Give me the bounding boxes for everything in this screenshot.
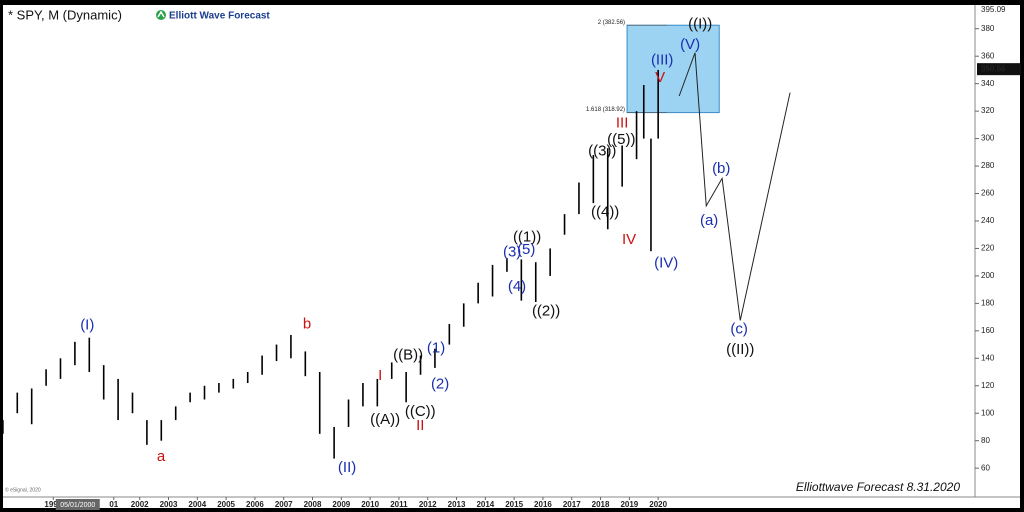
wave-label: ((C)) — [405, 403, 436, 420]
cursor-date-label: 05/01/2000 — [60, 502, 95, 509]
y-tick-label: 340 — [981, 79, 995, 88]
wave-label: a — [157, 448, 166, 465]
x-tick-label: 2019 — [620, 500, 638, 509]
wave-label: (a) — [700, 212, 718, 229]
wave-label: II — [416, 417, 424, 434]
x-tick-label: 2006 — [246, 500, 264, 509]
y-tick-label: 180 — [981, 298, 995, 307]
wave-label: ((1)) — [513, 228, 541, 245]
x-tick-label: 2008 — [304, 500, 322, 509]
cursor-date-tag — [55, 499, 100, 510]
wave-label: (3) — [503, 244, 521, 261]
y-tick-label: 320 — [981, 106, 995, 115]
x-tick-label: 2016 — [534, 500, 552, 509]
wave-label: (4) — [508, 278, 526, 295]
wave-label: V — [655, 69, 665, 86]
x-tick-label: 2002 — [131, 500, 149, 509]
wave-label: (5) — [517, 241, 535, 258]
y-tick-label: 60 — [981, 463, 990, 472]
wave-label: ((5)) — [607, 131, 635, 148]
wave-label: (IV) — [654, 255, 678, 272]
wave-label: ((2)) — [532, 303, 560, 320]
wave-label: (1) — [427, 340, 445, 357]
wave-label: (V) — [680, 36, 700, 53]
y-tick-label: 380 — [981, 24, 995, 33]
x-tick-label: 2010 — [361, 500, 379, 509]
wave-label: ((B)) — [393, 347, 423, 364]
wave-label: IV — [622, 231, 636, 248]
watermark: Elliottwave Forecast 8.31.2020 — [796, 480, 960, 494]
wave-label: ((3)) — [588, 143, 616, 160]
x-tick-label: 2012 — [419, 500, 437, 509]
wave-label: (I) — [80, 316, 94, 333]
y-tick-label: 280 — [981, 161, 995, 170]
last-price-label: 350.56 — [981, 64, 1006, 73]
y-tick-label: 120 — [981, 381, 995, 390]
y-tick-label: 260 — [981, 189, 995, 198]
wave-label: b — [303, 315, 311, 332]
x-tick-label: 2014 — [476, 500, 494, 509]
x-tick-label: 1999 — [44, 500, 62, 509]
x-tick-label: 2011 — [390, 500, 408, 509]
fib-level-label: 1.618 (318.92) — [586, 107, 625, 113]
x-tick-label: 2005 — [217, 500, 235, 509]
logo-text: Elliott Wave Forecast — [169, 11, 270, 22]
wave-label: ((A)) — [370, 411, 400, 428]
wave-label: I — [378, 367, 382, 384]
wave-label: (c) — [730, 320, 748, 337]
wave-label: (II) — [338, 459, 356, 476]
wave-label: III — [616, 114, 629, 131]
x-tick-label: 2018 — [592, 500, 610, 509]
x-tick-label: 2004 — [188, 500, 206, 509]
y-tick-label: 80 — [981, 436, 990, 445]
fib-level-label: 2 (382.56) — [598, 20, 625, 26]
wave-label: ((4)) — [591, 204, 619, 221]
wave-label: (b) — [712, 160, 730, 177]
y-tick-label: 240 — [981, 216, 995, 225]
x-tick-label: 2015 — [505, 500, 523, 509]
plot-background — [3, 5, 1020, 508]
x-tick-label: 01 — [109, 500, 118, 509]
y-max-label: 395.09 — [981, 5, 1006, 14]
y-tick-label: 300 — [981, 134, 995, 143]
y-tick-label: 100 — [981, 408, 995, 417]
last-price-tag — [977, 63, 1021, 76]
x-tick-label: 2007 — [275, 500, 293, 509]
y-tick-label: 360 — [981, 51, 995, 60]
y-tick-label: 140 — [981, 353, 995, 362]
y-tick-label: 200 — [981, 271, 995, 280]
logo-icon-mark — [157, 10, 165, 18]
y-tick-label: 220 — [981, 244, 995, 253]
x-tick-label: 2003 — [160, 500, 178, 509]
wave-label: ((II)) — [726, 341, 754, 358]
x-tick-label: 2013 — [448, 500, 466, 509]
projection-line — [678, 52, 791, 321]
wave-label: ((I)) — [688, 16, 712, 33]
x-tick-label: 2020 — [649, 500, 667, 509]
chart-title: * SPY, M (Dynamic) — [8, 7, 122, 22]
wave-label: (2) — [431, 375, 449, 392]
x-tick-label: 2009 — [332, 500, 350, 509]
target-zone — [626, 24, 720, 114]
y-tick-label: 160 — [981, 326, 995, 335]
logo-icon — [156, 10, 166, 20]
wave-label: (III) — [651, 51, 674, 68]
x-tick-label: 2017 — [563, 500, 581, 509]
copyright: © eSignal, 2020 — [5, 486, 41, 493]
